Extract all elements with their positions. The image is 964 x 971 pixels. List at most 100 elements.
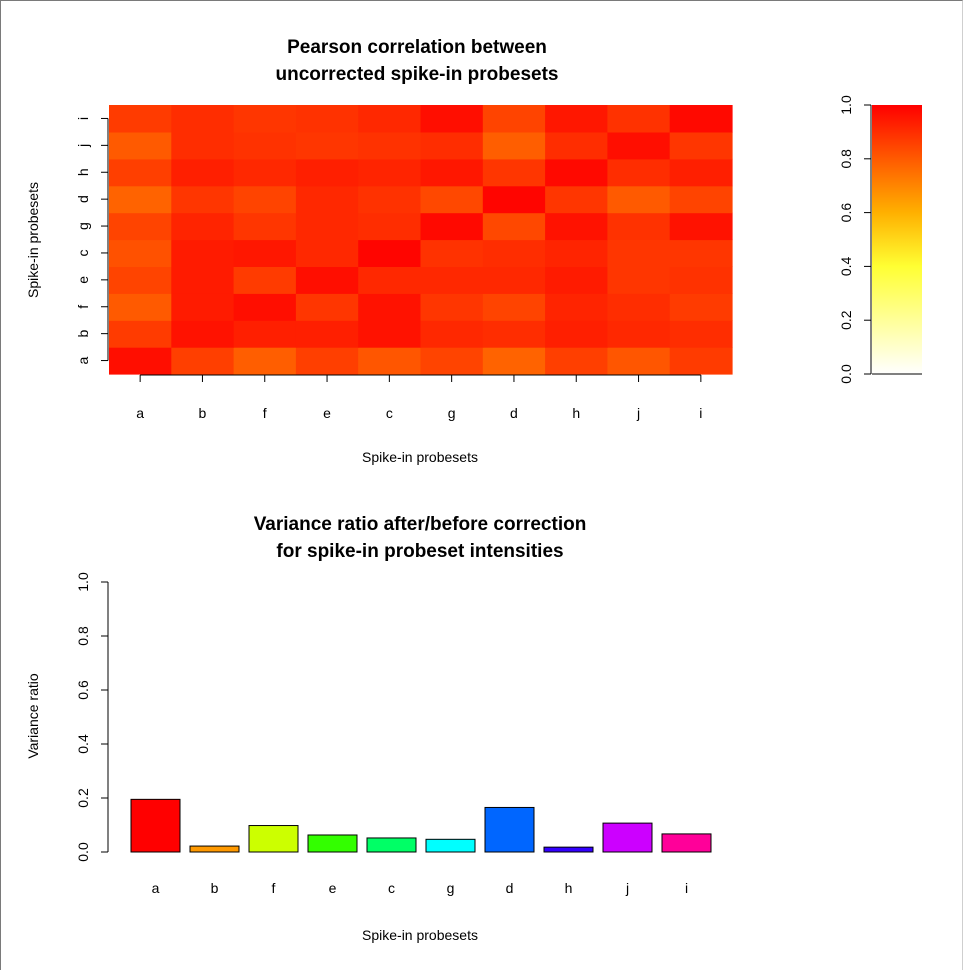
bar-x-tick-label: i	[685, 880, 688, 896]
heatmap-cell-h-g	[420, 158, 484, 187]
heatmap-cell-j-h	[545, 131, 608, 160]
heatmap-cell-h-b	[171, 158, 235, 187]
heatmap-cell-b-h	[545, 320, 608, 348]
heatmap-cell-e-j	[607, 266, 671, 294]
heatmap-cell-e-g	[420, 266, 484, 294]
bar-c	[366, 837, 417, 853]
heatmap-x-tick-label: b	[199, 405, 207, 421]
heatmap-cell-c-e	[295, 239, 359, 267]
bar-x-tick-label: e	[329, 880, 337, 896]
heatmap-y-tick-label: i	[75, 117, 91, 120]
bar-d	[484, 806, 535, 853]
heatmap-cell-i-i	[669, 105, 733, 133]
heatmap-cell-a-j	[607, 347, 671, 375]
bar-axes: 0.0 0.2 0.4 0.6 0.8 1.0	[75, 572, 109, 862]
heatmap-cell-b-a	[109, 320, 172, 348]
heatmap-cell-i-e	[295, 105, 359, 133]
heatmap-cell-i-c	[358, 105, 422, 133]
heatmap-cell-g-c	[358, 212, 422, 241]
heatmap-y-tick-label: c	[75, 249, 91, 256]
heatmap-cell-h-i	[669, 158, 733, 187]
heatmap-x-tick-label: d	[510, 405, 518, 421]
heatmap-cell-h-e	[295, 158, 359, 187]
heatmap-cell-d-f	[233, 185, 297, 214]
bar-y-tick-label: 1.0	[75, 572, 91, 592]
heatmap-cell-c-i	[669, 239, 733, 267]
heatmap-cell-f-h	[545, 293, 608, 321]
heatmap-cell-a-g	[420, 347, 484, 375]
bar-x-tick-label: j	[625, 880, 629, 896]
heatmap-cell-f-a	[109, 293, 172, 321]
heatmap-cell-j-e	[295, 131, 359, 160]
heatmap-cell-a-a	[109, 347, 172, 375]
heatmap-x-tick-label: f	[263, 405, 267, 421]
heatmap-cell-f-j	[607, 293, 671, 321]
bar-x-tick-label: b	[211, 880, 219, 896]
heatmap-cell-b-b	[171, 320, 235, 348]
heatmap-cell-g-e	[295, 212, 359, 241]
heatmap-cell-e-d	[482, 266, 546, 294]
colorbar-tick-label: 0.0	[838, 364, 854, 384]
heatmap-cell-g-i	[669, 212, 733, 241]
heatmap-x-tick-label: c	[386, 405, 393, 421]
heatmap-cell-d-b	[171, 185, 235, 214]
bar-x-tick-label: f	[272, 880, 276, 896]
heatmap-cell-g-b	[171, 212, 235, 241]
heatmap-title-line2: uncorrected spike-in probesets	[276, 64, 559, 85]
heatmap-cell-b-d	[482, 320, 546, 348]
heatmap-y-tick-label: e	[75, 276, 91, 284]
heatmap-cell-c-c	[358, 239, 422, 267]
heatmap-y-tick-label: d	[75, 195, 91, 203]
colorbar-tick-label: 1.0	[838, 95, 854, 115]
heatmap-y-tick-label: h	[75, 168, 91, 176]
bar-e	[307, 834, 358, 853]
heatmap-cells	[109, 105, 733, 375]
bar-j	[602, 822, 653, 853]
heatmap-y-tick-label: f	[75, 305, 91, 309]
heatmap-cell-i-d	[482, 105, 546, 133]
heatmap-y-axis-label: Spike-in probesets	[25, 182, 41, 298]
heatmap-cell-j-c	[358, 131, 422, 160]
heatmap-cell-h-a	[109, 158, 172, 187]
heatmap-cell-j-f	[233, 131, 297, 160]
bar-h	[543, 846, 594, 853]
heatmap-cell-b-i	[669, 320, 733, 348]
heatmap-cell-a-d	[482, 347, 546, 375]
heatmap-cell-g-f	[233, 212, 297, 241]
bar-title-line1: Variance ratio after/before correction	[254, 514, 587, 535]
bar-title-line2: for spike-in probeset intensities	[276, 541, 563, 562]
heatmap-cell-h-f	[233, 158, 297, 187]
bar-x-tick-label: d	[506, 880, 514, 896]
heatmap-axes: a b f e c g d h j i a b f e c g d h j i	[75, 117, 702, 421]
heatmap-cell-c-j	[607, 239, 671, 267]
heatmap-cell-f-d	[482, 293, 546, 321]
heatmap-cell-j-g	[420, 131, 484, 160]
heatmap-cell-i-g	[420, 105, 484, 133]
heatmap-cell-d-c	[358, 185, 422, 214]
bar-x-tick-label: h	[565, 880, 573, 896]
heatmap-cell-j-b	[171, 131, 235, 160]
bar-y-tick-label: 0.8	[75, 626, 91, 646]
heatmap-cell-f-f	[233, 293, 297, 321]
bar-i	[661, 833, 712, 853]
heatmap-cell-f-i	[669, 293, 733, 321]
heatmap-cell-i-b	[171, 105, 235, 133]
heatmap-cell-b-g	[420, 320, 484, 348]
heatmap-cell-i-j	[607, 105, 671, 133]
heatmap-cell-b-f	[233, 320, 297, 348]
heatmap-cell-e-i	[669, 266, 733, 294]
heatmap-cell-a-b	[171, 347, 235, 375]
heatmap-x-tick-label: h	[572, 405, 580, 421]
heatmap-cell-a-e	[295, 347, 359, 375]
heatmap-cell-d-e	[295, 185, 359, 214]
bar-y-tick-label: 0.4	[75, 734, 91, 754]
heatmap-cell-g-a	[109, 212, 172, 241]
colorbar-tick-label: 0.4	[838, 256, 854, 276]
heatmap-cell-a-i	[669, 347, 733, 375]
bar-x-tick-label: g	[447, 880, 455, 896]
heatmap-cell-j-j	[607, 131, 671, 160]
heatmap-cell-e-b	[171, 266, 235, 294]
